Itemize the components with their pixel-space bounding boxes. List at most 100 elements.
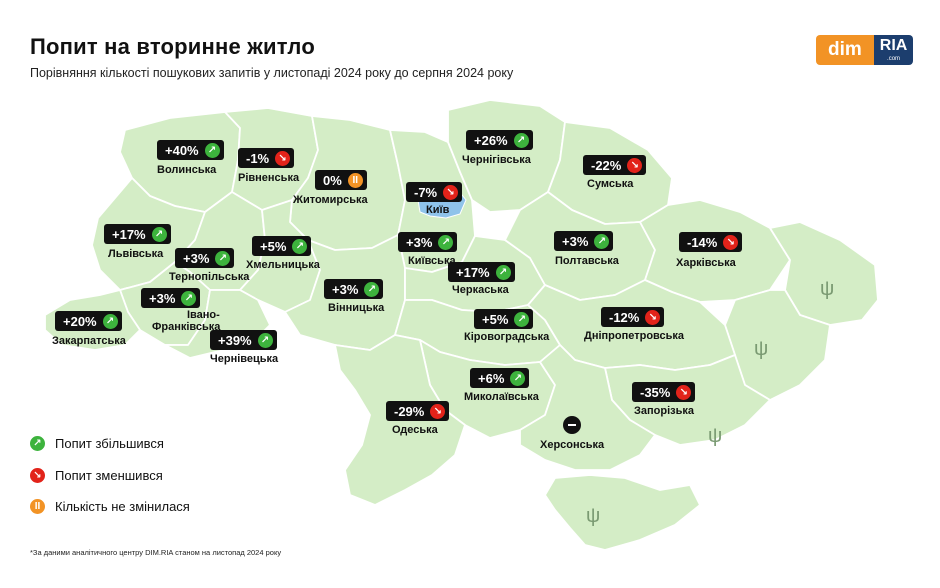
region-value: +5%	[260, 238, 287, 254]
region-name-sumy: Сумська	[587, 178, 634, 190]
logo-ria-part: RIA .com	[873, 35, 914, 65]
arrow-down-right-icon: ↘	[430, 403, 446, 419]
region-name-zhytomyr: Житомирська	[293, 194, 368, 206]
region-badge-kharkiv: -14% ↘	[679, 232, 743, 252]
arrow-down-right-icon: ↘	[443, 184, 459, 200]
region-badge-lviv: +17% ↗	[104, 224, 171, 244]
region-name-chernivtsi: Чернівецька	[210, 353, 279, 365]
region-badge-chernivtsi: +39% ↗	[210, 330, 277, 350]
arrow-up-right-icon: ↗	[204, 142, 220, 158]
region-badge-odesa: -29% ↘	[386, 401, 450, 421]
region-value: -7%	[414, 184, 438, 200]
minus-icon	[563, 416, 581, 434]
arrow-up-right-icon: ↗	[364, 281, 380, 297]
region-value: +5%	[482, 311, 509, 327]
legend-label: Попит збільшився	[55, 436, 164, 451]
region-badge-rivne: -1% ↘	[238, 148, 295, 168]
logo-ria-text: RIA	[879, 37, 908, 54]
region-name-lviv: Львівська	[108, 248, 164, 260]
region-value: -12%	[609, 309, 640, 325]
arrow-up-right-icon: ↗	[102, 313, 118, 329]
arrow-up-right-icon: ↗	[151, 226, 167, 242]
arrow-up-right-icon: ↗	[594, 233, 610, 249]
arrow-up-right-icon: ↗	[495, 264, 511, 280]
region-value: +17%	[112, 226, 146, 242]
region-name-volyn: Волинська	[157, 164, 217, 176]
legend-item-up: ↗ Попит збільшився	[30, 436, 164, 451]
region-badge-mykolaiv: +6% ↗	[470, 368, 530, 388]
region-value: +39%	[218, 332, 252, 348]
trident-icon: ψ	[820, 278, 835, 300]
region-value: +3%	[406, 234, 433, 250]
region-name-ternopil: Тернопільська	[169, 271, 250, 283]
region-value: 0%	[323, 172, 342, 188]
arrow-up-right-icon: ↗	[181, 290, 197, 306]
arrow-up-right-icon: ↗	[30, 436, 45, 451]
region-badge-vinnytsia: +3% ↗	[324, 279, 384, 299]
arrow-down-right-icon: ↘	[275, 150, 291, 166]
region-badge-volyn: +40% ↗	[157, 140, 224, 160]
arrow-up-right-icon: ↗	[513, 132, 529, 148]
region-name-odesa: Одеська	[392, 424, 438, 436]
pause-icon: II	[347, 172, 363, 188]
region-badge-kyivska: +3% ↗	[398, 232, 458, 252]
logo-dim-part: dim	[816, 35, 874, 65]
region-badge-ivano-frankivsk: +3% ↗	[141, 288, 201, 308]
region-value: -29%	[394, 403, 425, 419]
region-value: +3%	[562, 233, 589, 249]
trident-icon: ψ	[708, 425, 723, 447]
region-value: +26%	[474, 132, 508, 148]
region-name-kharkiv: Харківська	[676, 257, 736, 269]
region-shape-luhansk	[769, 221, 879, 326]
region-badge-kirovohrad: +5% ↗	[474, 309, 534, 329]
arrow-down-right-icon: ↘	[30, 468, 45, 483]
arrow-down-right-icon: ↘	[627, 157, 643, 173]
region-badge-cherkasy: +17% ↗	[448, 262, 515, 282]
region-name-ivano-frankivsk-2: Франківська	[152, 321, 221, 333]
region-name-vinnytsia: Вінницька	[328, 302, 385, 314]
region-badge-zhytomyr: 0% II	[315, 170, 367, 190]
region-value: +17%	[456, 264, 490, 280]
legend-item-down: ↘ Попит зменшився	[30, 468, 163, 483]
region-badge-sumy: -22% ↘	[583, 155, 647, 175]
region-name-dnipro: Дніпропетровська	[584, 330, 685, 342]
dim-ria-logo[interactable]: dim RIA .com	[816, 35, 914, 65]
region-badge-khmelnytskyi: +5% ↗	[252, 236, 312, 256]
page-subtitle: Порівняння кількості пошукових запитів у…	[30, 66, 514, 80]
region-badge-dnipro: -12% ↘	[601, 307, 665, 327]
arrow-down-right-icon: ↘	[723, 234, 739, 250]
region-badge-kyiv-city: -7% ↘	[406, 182, 463, 202]
page-title: Попит на вторинне житло	[30, 34, 315, 59]
arrow-up-right-icon: ↗	[215, 250, 231, 266]
region-badge-zaporizhzhia: -35% ↘	[632, 382, 696, 402]
region-name-rivne: Рівненська	[238, 172, 300, 184]
arrow-down-right-icon: ↘	[676, 384, 692, 400]
region-shape-crimea	[544, 474, 701, 551]
trident-icon: ψ	[586, 505, 601, 527]
arrow-up-right-icon: ↗	[514, 311, 530, 327]
region-value: +3%	[332, 281, 359, 297]
region-value: +20%	[63, 313, 97, 329]
region-badge-poltava: +3% ↗	[554, 231, 614, 251]
region-name-mykolaiv: Миколаївська	[464, 391, 539, 403]
region-name-zaporizhzhia: Запорізька	[634, 405, 695, 417]
region-value: -14%	[687, 234, 718, 250]
region-name-kirovohrad: Кіровоградська	[464, 331, 550, 343]
region-value: -1%	[246, 150, 270, 166]
region-name-zakarpattia: Закарпатська	[52, 335, 126, 347]
region-name-khmelnytskyi: Хмельницька	[246, 259, 320, 271]
region-name-chernihiv: Чернігівська	[462, 154, 531, 166]
region-value: +40%	[165, 142, 199, 158]
region-value: -22%	[591, 157, 622, 173]
pause-icon: II	[30, 499, 45, 514]
trident-icon: ψ	[754, 338, 769, 360]
region-badge-chernihiv: +26% ↗	[466, 130, 533, 150]
arrow-up-right-icon: ↗	[257, 332, 273, 348]
arrow-up-right-icon: ↗	[438, 234, 454, 250]
region-name-cherkasy: Черкаська	[452, 284, 509, 296]
region-shape-kherson	[519, 344, 656, 471]
arrow-up-right-icon: ↗	[510, 370, 526, 386]
region-name-kherson: Херсонська	[540, 439, 605, 451]
region-badge-zakarpattia: +20% ↗	[55, 311, 122, 331]
region-value: +3%	[149, 290, 176, 306]
